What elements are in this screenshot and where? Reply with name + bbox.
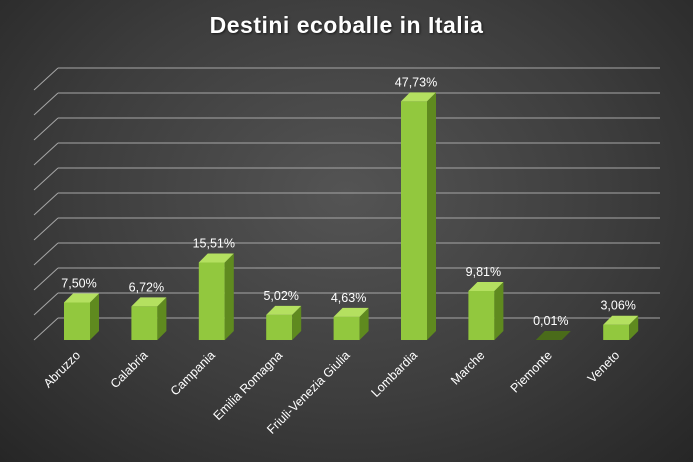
data-label: 6,72%: [129, 280, 164, 294]
category-label: Marche: [448, 348, 487, 387]
category-label: Emilia Romagna: [211, 348, 286, 423]
bar-top: [468, 281, 504, 291]
bar-side: [90, 293, 99, 340]
bar-side: [629, 315, 639, 340]
data-label: 3,06%: [600, 299, 635, 313]
gridline-depth: [33, 142, 59, 166]
data-label: 7,50%: [61, 277, 96, 291]
bar-top: [266, 305, 302, 315]
bar-top: [333, 307, 369, 317]
gridline-depth: [33, 242, 59, 266]
category-label: Abruzzo: [41, 348, 83, 390]
bar-side: [427, 92, 436, 340]
chart-title: Destini ecoballe in Italia: [209, 12, 484, 38]
bar-side: [359, 307, 369, 340]
bar-top: [64, 293, 99, 303]
bar: [603, 324, 630, 340]
bar-top: [603, 315, 639, 325]
gridline-depth: [33, 317, 59, 341]
gridline-depth: [33, 267, 59, 291]
bar: [266, 314, 293, 340]
bar-top: [401, 92, 436, 102]
data-label: 47,73%: [395, 75, 437, 89]
gridline-depth: [33, 92, 59, 116]
data-label: 15,51%: [193, 236, 235, 250]
bar: [131, 306, 158, 340]
bar-top: [131, 297, 167, 307]
bar-side: [292, 305, 302, 340]
bar: [64, 302, 90, 340]
data-label: 5,02%: [263, 289, 298, 303]
bar-side: [224, 253, 234, 340]
bar: [333, 316, 360, 340]
gridline-depth: [33, 217, 59, 241]
category-label: Lombardia: [368, 348, 420, 400]
category-label: Calabria: [108, 348, 151, 391]
category-label: Piemonte: [508, 348, 555, 395]
data-label: 0,01%: [533, 314, 568, 328]
gridline-depth: [33, 292, 59, 316]
gridline-depth: [33, 192, 59, 216]
bar-side: [157, 297, 167, 340]
bar-side: [494, 281, 504, 340]
gridline-depth: [33, 117, 59, 141]
gridline-depth: [33, 167, 59, 191]
bar: [468, 290, 495, 340]
bar-top: [535, 330, 571, 340]
bar: [198, 262, 225, 340]
bar: [401, 101, 427, 340]
category-label: Campania: [168, 348, 218, 398]
category-label: Veneto: [585, 348, 622, 385]
data-label: 9,81%: [466, 265, 501, 279]
data-label: 4,63%: [331, 291, 366, 305]
bar-top: [198, 253, 234, 263]
gridline-depth: [33, 67, 59, 91]
